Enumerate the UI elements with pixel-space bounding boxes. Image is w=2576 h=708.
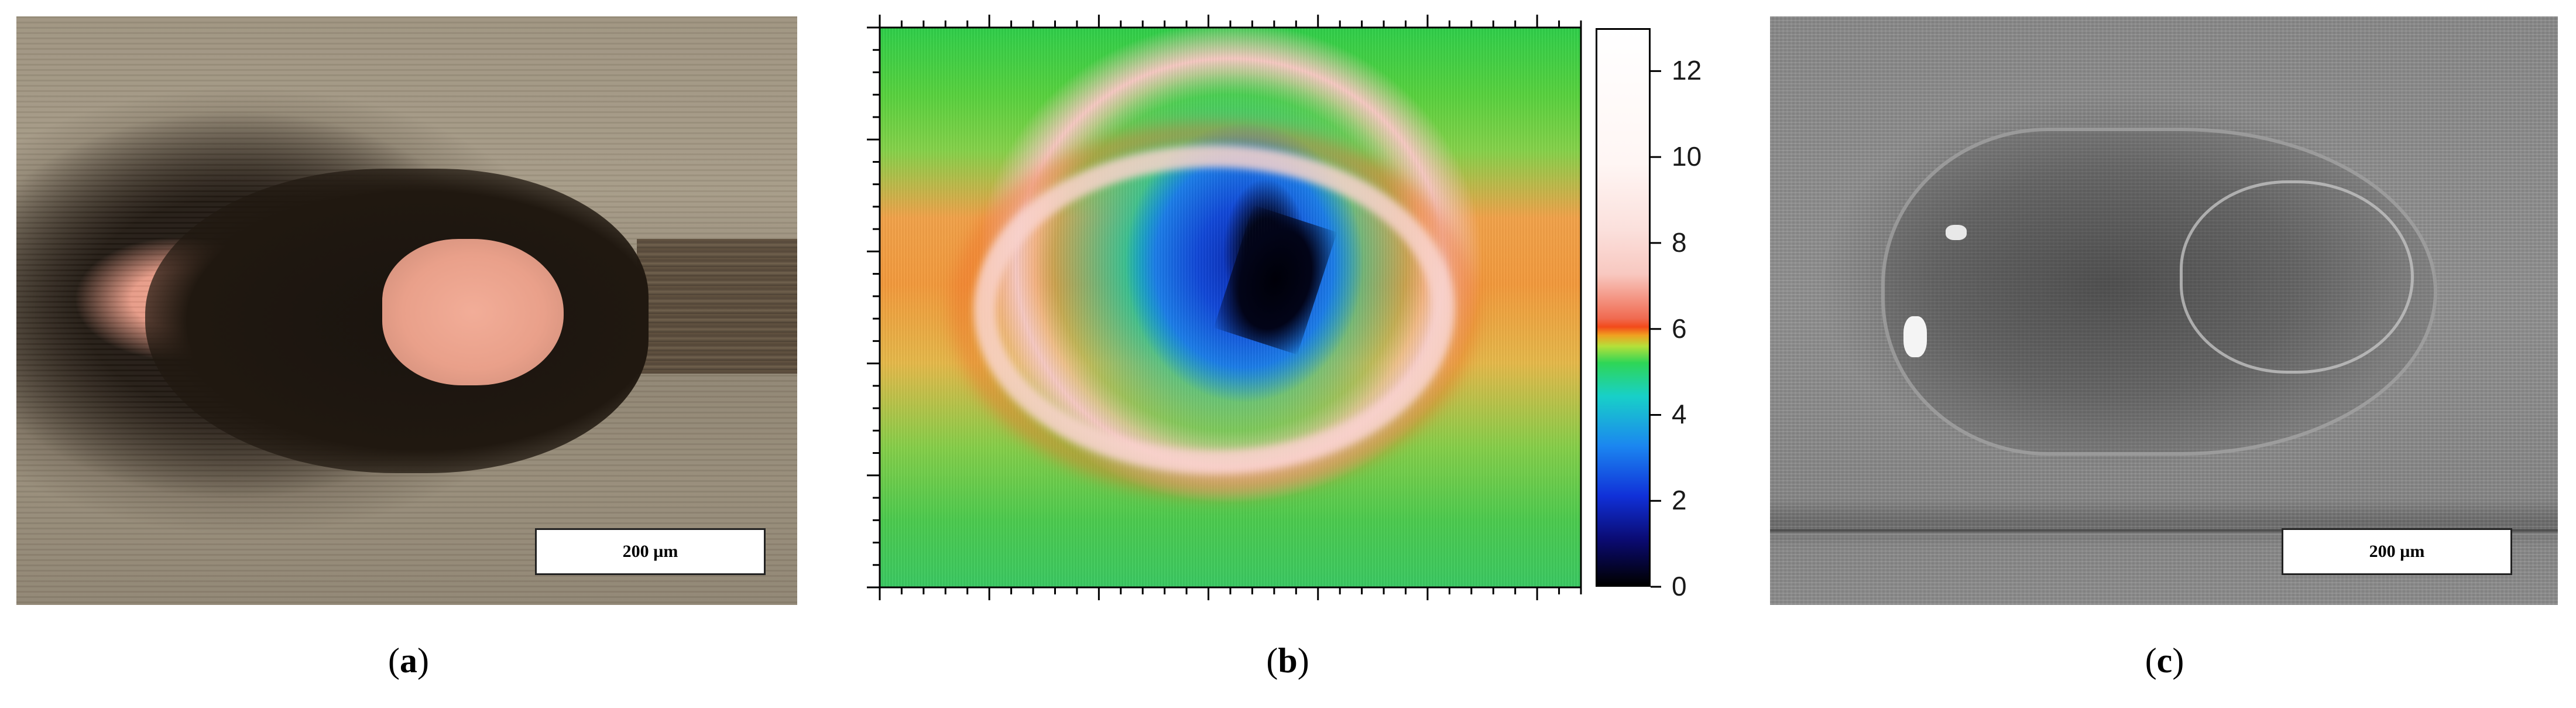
caption-a: (a) xyxy=(350,643,467,678)
caption-a-letter: a xyxy=(400,641,417,680)
scale-bar-c: 200 µm xyxy=(2282,528,2512,575)
caption-b-close: ) xyxy=(1297,641,1309,680)
caption-b: (b) xyxy=(1229,643,1346,678)
colorbar-tick-label: 12 xyxy=(1672,55,1702,86)
debris-particle xyxy=(1903,316,1927,357)
colorbar-tick-label: 8 xyxy=(1672,227,1687,258)
wear-track-tail xyxy=(637,239,797,374)
caption-a-close: ) xyxy=(417,641,429,680)
caption-c-letter: c xyxy=(2156,641,2173,680)
caption-c: (c) xyxy=(2106,643,2223,678)
caption-c-close: ) xyxy=(2172,641,2184,680)
colorbar-tick-label: 10 xyxy=(1672,141,1702,172)
sem-micrograph-panel-c xyxy=(1770,16,2558,605)
caption-b-open: ( xyxy=(1266,641,1278,680)
pink-ring xyxy=(974,145,1454,473)
color-map-panel-b xyxy=(880,28,1580,587)
colorbar-tick-label: 2 xyxy=(1672,485,1687,516)
debris-particle xyxy=(1946,225,1967,240)
colorbar xyxy=(1596,28,1651,587)
inner-scar-boundary xyxy=(2180,180,2414,374)
scale-bar-a: 200 µm xyxy=(535,528,766,575)
horizontal-groove xyxy=(1770,529,2558,535)
caption-a-open: ( xyxy=(388,641,400,680)
optical-micrograph-panel-a xyxy=(16,16,797,605)
caption-c-open: ( xyxy=(2145,641,2157,680)
exposed-core-region xyxy=(382,239,564,385)
colorbar-tick-label: 0 xyxy=(1672,571,1687,601)
colorbar-tick-label: 4 xyxy=(1672,399,1687,430)
caption-b-letter: b xyxy=(1278,641,1298,680)
colorbar-tick-label: 6 xyxy=(1672,313,1687,344)
